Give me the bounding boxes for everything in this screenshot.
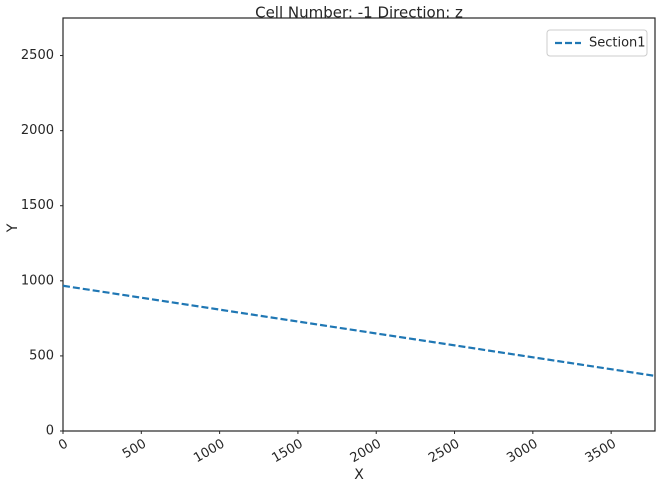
- x-tick-label: 3500: [583, 437, 619, 467]
- plot-frame: [62, 17, 656, 432]
- y-tick-label: 1500: [21, 198, 54, 213]
- y-tick-label: 500: [29, 348, 54, 363]
- y-tick-label: 1000: [21, 273, 54, 288]
- line-series: [62, 284, 656, 377]
- chart-title: Cell Number: -1 Direction: z: [255, 4, 463, 22]
- x-tick-label: 2500: [426, 437, 462, 467]
- y-tick-label: 0: [46, 424, 54, 439]
- x-tick-label: 0: [56, 437, 71, 454]
- legend-label: Section1: [589, 36, 646, 51]
- legend-box: [546, 29, 648, 57]
- x-tick-label: 2000: [348, 437, 384, 467]
- x-tick-label: 1000: [191, 437, 227, 467]
- y-axis-label: Y: [5, 223, 21, 233]
- x-tick-label: 1500: [270, 437, 306, 467]
- x-axis-label: X: [354, 467, 364, 483]
- x-tick-label: 3000: [504, 437, 540, 467]
- x-tick-label: 500: [120, 437, 149, 462]
- y-tick-label: 2500: [21, 48, 54, 63]
- y-tick-label: 2000: [21, 123, 54, 138]
